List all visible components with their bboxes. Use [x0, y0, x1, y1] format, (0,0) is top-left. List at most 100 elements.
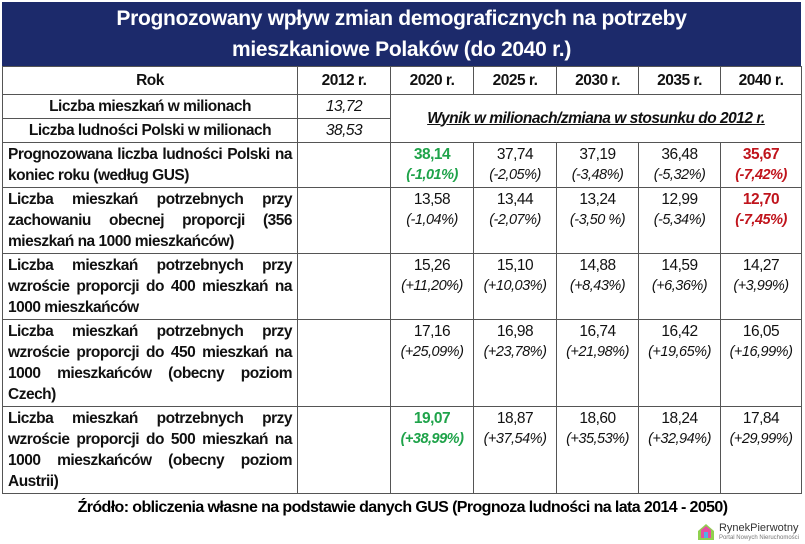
change-percent: (+23,78%) [483, 344, 547, 360]
value-cell: 15,10 (+10,03%) [473, 253, 557, 320]
header-year: 2025 r. [473, 66, 557, 95]
results-note: Wynik w milionach/zmiana w stosunku do 2… [390, 94, 802, 143]
change-percent: (+32,94%) [648, 431, 711, 447]
value-cell: 37,74 (-2,05%) [473, 142, 557, 188]
change-percent: (+11,20%) [401, 278, 463, 294]
change-percent: (+38,99%) [400, 431, 464, 447]
change-percent: (-1,01%) [406, 167, 458, 183]
change-percent: (-2,05%) [489, 167, 541, 183]
row-label: Prognozowana liczba ludności Polski na k… [2, 142, 298, 188]
header-year: 2012 r. [297, 66, 391, 95]
value-cell: 16,42 (+19,65%) [638, 319, 721, 407]
value-cell: 14,59 (+6,36%) [638, 253, 721, 320]
value: 14,27 [742, 257, 780, 274]
value: 14,88 [579, 257, 616, 274]
value: 12,70 [742, 191, 780, 208]
forecast-table: Rok 2012 r. 2020 r. 2025 r. 2030 r. 2035… [2, 66, 802, 494]
value-cell: 14,27 (+3,99%) [720, 253, 802, 320]
value: 13,44 [496, 191, 534, 208]
table-row: Liczba mieszkań w milionach 13,72 Wynik … [2, 94, 802, 143]
empty-cell [297, 253, 391, 320]
value: 13,24 [579, 191, 616, 208]
table-row: Liczba mieszkań potrzebnych przy wzrości… [2, 319, 802, 407]
row-label: Liczba mieszkań potrzebnych przy wzrości… [2, 406, 298, 494]
value-cell: 12,70 (-7,45%) [720, 187, 802, 254]
empty-cell [297, 319, 391, 407]
header-row: Rok 2012 r. 2020 r. 2025 r. 2030 r. 2035… [2, 66, 802, 95]
value: 17,16 [413, 323, 451, 340]
value-cell: 19,07 (+38,99%) [390, 406, 474, 494]
source-note: Źródło: obliczenia własne na podstawie d… [77, 499, 728, 516]
header-year: 2035 r. [638, 66, 721, 95]
value-cell: 13,58 (-1,04%) [390, 187, 474, 254]
value: 18,60 [579, 410, 616, 427]
value: 36,48 [661, 146, 698, 163]
value: 17,84 [742, 410, 780, 427]
value: 18,87 [496, 410, 534, 427]
value: 18,24 [661, 410, 698, 427]
value-cell: 18,87 (+37,54%) [473, 406, 557, 494]
value: 13,58 [413, 191, 451, 208]
value-cell: 18,60 (+35,53%) [556, 406, 639, 494]
value-cell: 12,99 (-5,34%) [638, 187, 721, 254]
value-cell: 17,16 (+25,09%) [390, 319, 474, 407]
change-percent: (-7,45%) [735, 212, 787, 228]
change-percent: (-5,34%) [653, 212, 706, 228]
value-cell: 13,44 (-2,07%) [473, 187, 557, 254]
logo-house-icon [697, 524, 714, 540]
value: 16,42 [661, 323, 698, 340]
table-row: Liczba ludności Polski w milionach 38,53 [2, 118, 802, 143]
title-line-1: Prognozowany wpływ zmian demograficznych… [116, 7, 687, 30]
value: 16,05 [742, 323, 780, 340]
value: 14,59 [661, 257, 698, 274]
value: 16,98 [496, 323, 534, 340]
table-row: Prognozowana liczba ludności Polski na k… [2, 142, 802, 188]
row-label: Liczba ludności Polski w milionach [2, 118, 298, 143]
value: 16,74 [579, 323, 616, 340]
value: 35,67 [742, 146, 780, 163]
value-cell: 37,19 (-3,48%) [556, 142, 639, 188]
change-percent: (+29,99%) [729, 431, 793, 447]
value: 37,19 [579, 146, 616, 163]
change-percent: (-2,07%) [489, 212, 541, 228]
change-percent: (-7,42%) [735, 167, 787, 183]
change-percent: (+6,36%) [651, 278, 708, 294]
row-label: Liczba mieszkań w milionach [2, 94, 298, 119]
value-cell: 16,98 (+23,78%) [473, 319, 557, 407]
base-value: 38,53 [297, 118, 391, 143]
row-label: Liczba mieszkań potrzebnych przy wzrości… [2, 319, 298, 407]
change-percent: (+25,09%) [400, 344, 464, 360]
change-percent: (+3,99%) [733, 278, 789, 294]
value-cell: 36,48 (-5,32%) [638, 142, 721, 188]
base-value: 13,72 [297, 94, 391, 119]
change-percent: (-5,32%) [653, 167, 706, 183]
header-year: 2020 r. [390, 66, 474, 95]
value-cell: 18,24 (+32,94%) [638, 406, 721, 494]
header-year: 2040 r. [720, 66, 802, 95]
value: 15,10 [496, 257, 534, 274]
logo-tagline: Portal Nowych Nieruchomości [718, 534, 799, 541]
value: 19,07 [413, 410, 451, 427]
change-percent: (+10,03%) [483, 278, 547, 294]
change-percent: (-3,50 %) [569, 212, 626, 228]
value-cell: 35,67 (-7,42%) [720, 142, 802, 188]
value-cell: 16,05 (+16,99%) [720, 319, 802, 407]
table-row: Liczba mieszkań potrzebnych przy wzrości… [2, 406, 802, 494]
change-percent: (+37,54%) [483, 431, 547, 447]
table-row: Liczba mieszkań potrzebnych przy wzrości… [2, 253, 802, 320]
value-cell: 16,74 (+21,98%) [556, 319, 639, 407]
value: 15,26 [413, 257, 451, 274]
row-label: Liczba mieszkań potrzebnych przy wzrości… [2, 253, 298, 320]
value: 37,74 [496, 146, 534, 163]
value-cell: 38,14 (-1,01%) [390, 142, 474, 188]
value-cell: 13,24 (-3,50 %) [556, 187, 639, 254]
change-percent: (-3,48%) [571, 167, 624, 183]
value-cell: 17,84 (+29,99%) [720, 406, 802, 494]
header-year: 2030 r. [556, 66, 639, 95]
title-line-2: mieszkaniowe Polaków (do 2040 r.) [231, 38, 572, 61]
change-percent: (+8,43%) [569, 278, 626, 294]
table-row: Liczba mieszkań potrzebnych przy zachowa… [2, 187, 802, 254]
logo: RynekPierwotny Portal Nowych Nieruchomoś… [0, 518, 805, 544]
value: 12,99 [661, 191, 698, 208]
